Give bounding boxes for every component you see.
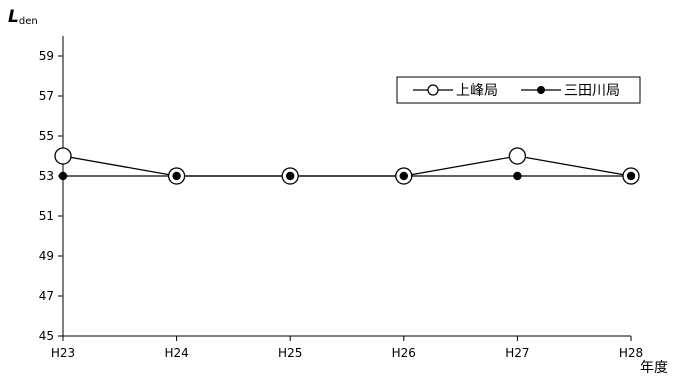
series-2-point [399,171,408,181]
series-2-point [286,171,295,181]
x-tick-label: H26 [392,346,416,360]
x-tick-label: H23 [51,346,75,360]
series-1-point [508,147,527,165]
y-tick-label: 53 [39,169,54,183]
x-tick-label: H24 [164,346,188,360]
y-tick-label: 45 [39,329,54,343]
y-axis-label-sub: den [19,16,38,27]
legend-marker-filled [537,86,545,94]
x-tick-label: H25 [278,346,302,360]
legend-label-1: 上峰局 [456,83,498,99]
y-ticks: 45 47 49 51 53 55 57 59 [39,49,63,343]
y-tick-label: 57 [39,89,54,103]
x-tick-label: H28 [619,346,643,360]
legend: 上峰局 三田川局 [396,76,641,104]
x-ticks: H23 H24 H25 H26 H27 H28 [51,336,643,360]
series-line-1 [62,155,632,177]
series-1-point [54,147,72,165]
x-tick-label: H27 [505,346,529,360]
y-axis-label: Lden [8,7,38,27]
x-axis-label: 年度 [640,360,668,376]
y-axis-label-main: L [8,7,19,27]
series-group [54,147,640,185]
y-tick-label: 51 [39,209,54,223]
y-tick-label: 49 [39,249,54,263]
series-2-point [513,171,522,181]
y-tick-label: 47 [39,289,54,303]
axes [62,36,631,337]
series-2-point [172,171,181,181]
y-tick-label: 55 [39,129,54,143]
series-2-point [58,171,68,181]
series-2-point [626,171,636,181]
y-tick-label: 59 [39,49,54,63]
legend-label-2: 三田川局 [564,83,620,99]
legend-marker-open [427,84,439,96]
